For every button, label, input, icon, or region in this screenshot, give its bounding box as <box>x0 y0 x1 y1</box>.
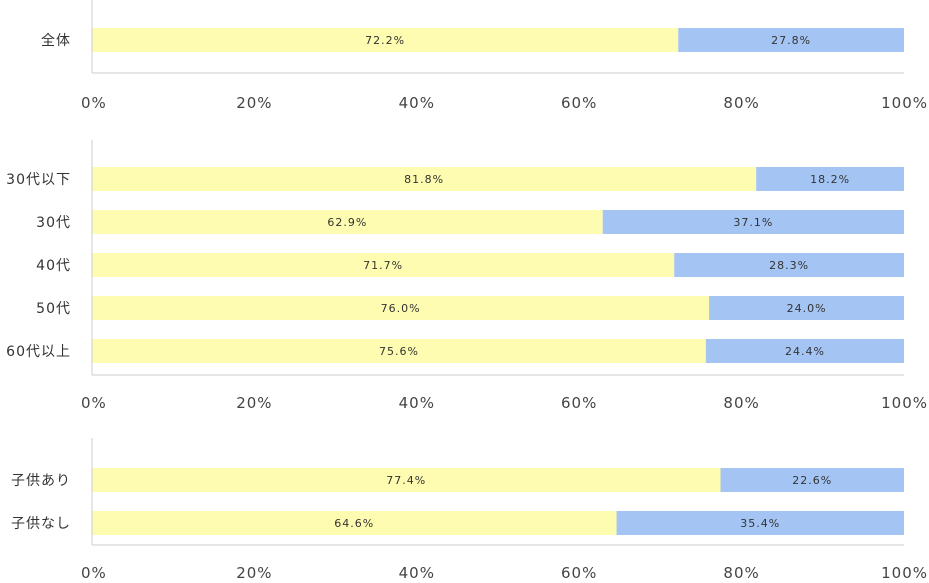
bar-segment-2 <box>705 339 904 363</box>
bar-segment-2 <box>602 210 904 234</box>
bar-segment-2 <box>674 253 904 277</box>
x-tick-label: 20% <box>236 394 272 412</box>
x-tick-label: 20% <box>236 94 272 112</box>
data-label: 72.2% <box>365 34 405 47</box>
data-label: 37.1% <box>733 216 773 229</box>
data-label: 24.4% <box>785 345 825 358</box>
data-label: 64.6% <box>334 517 374 530</box>
x-tick-label: 40% <box>399 394 435 412</box>
x-tick-label: 40% <box>399 94 435 112</box>
data-label: 27.8% <box>771 34 811 47</box>
data-label: 71.7% <box>363 259 403 272</box>
bar-segment-1 <box>92 210 603 234</box>
bar-segment-2 <box>616 511 904 535</box>
category-label: 30代以下 <box>6 172 71 188</box>
bar-segment-1 <box>92 468 721 492</box>
category-label: 子供あり <box>11 473 71 489</box>
x-tick-label: 0% <box>81 394 107 412</box>
x-tick-label: 80% <box>723 394 759 412</box>
data-label: 22.6% <box>792 474 832 487</box>
x-tick-label: 60% <box>561 564 597 579</box>
data-label: 24.0% <box>787 302 827 315</box>
data-label: 75.6% <box>379 345 419 358</box>
category-label: 50代 <box>36 301 71 317</box>
category-label: 全体 <box>41 32 71 49</box>
bar-segment-2 <box>709 296 904 320</box>
data-label: 77.4% <box>386 474 426 487</box>
x-tick-label: 100% <box>881 394 928 412</box>
bar-segment-1 <box>92 28 679 52</box>
category-label: 60代以上 <box>6 344 71 360</box>
category-label: 子供なし <box>11 516 71 532</box>
x-tick-label: 0% <box>81 94 107 112</box>
bar-segment-1 <box>92 167 757 191</box>
category-label: 30代 <box>36 215 71 231</box>
data-label: 81.8% <box>404 173 444 186</box>
x-tick-label: 60% <box>561 394 597 412</box>
data-label: 62.9% <box>327 216 367 229</box>
x-tick-label: 20% <box>236 564 272 579</box>
data-label: 35.4% <box>740 517 780 530</box>
x-tick-label: 60% <box>561 94 597 112</box>
bar-segment-1 <box>92 511 617 535</box>
bar-segment-1 <box>92 253 675 277</box>
x-tick-label: 80% <box>723 564 759 579</box>
x-tick-label: 80% <box>723 94 759 112</box>
bar-segment-2 <box>720 468 904 492</box>
bar-segment-1 <box>92 339 706 363</box>
category-label: 40代 <box>36 258 71 274</box>
data-label: 28.3% <box>769 259 809 272</box>
x-tick-label: 100% <box>881 94 928 112</box>
bar-segment-2 <box>756 167 904 191</box>
x-tick-label: 100% <box>881 564 928 579</box>
data-label: 18.2% <box>810 173 850 186</box>
data-label: 76.0% <box>381 302 421 315</box>
bar-segment-1 <box>92 296 710 320</box>
x-tick-label: 0% <box>81 564 107 579</box>
bar-segment-2 <box>678 28 904 52</box>
x-tick-label: 40% <box>399 564 435 579</box>
